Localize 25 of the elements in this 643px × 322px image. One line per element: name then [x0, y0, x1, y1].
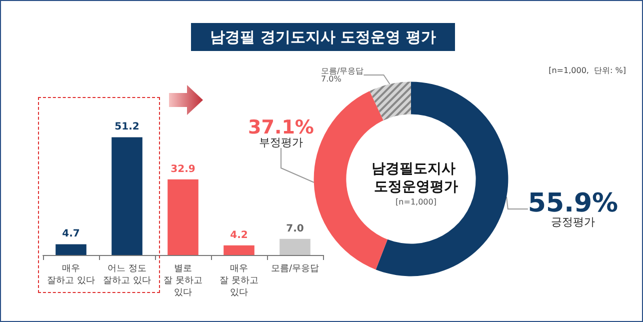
data-label: 4.7 [62, 228, 80, 240]
x-tick-label: 어느 정도 잘하고 있다 [103, 264, 151, 286]
x-tick-label: 매우 잘 못하고 있다 [220, 264, 258, 298]
slice-label: 긍정평가 [551, 216, 595, 228]
text: [n=1,000, 단위: %] [548, 65, 626, 76]
x-tick-label: 모름/무응답 [270, 264, 320, 274]
x-tick-label: 별로 잘 못하고 있다 [164, 264, 202, 298]
chart-title: 남경필 경기도지사 도정운영 평가 [191, 23, 455, 51]
bar [56, 244, 86, 255]
text: [n=1,000] [396, 198, 436, 206]
data-label: 7.0 [286, 223, 304, 234]
bar [280, 238, 310, 255]
data-label: 55.9% [528, 188, 618, 218]
bar [112, 137, 142, 255]
data-label: 32.9 [170, 164, 196, 175]
slice-label: 모름/무응답 [321, 66, 364, 76]
data-label: 7.0% [321, 74, 342, 84]
bar [168, 179, 198, 255]
slice-label: 부정평가 [259, 136, 303, 149]
bar [224, 245, 254, 255]
data-label: 4.2 [230, 230, 248, 241]
data-label: 37.1% [248, 116, 314, 138]
x-tick-label: 매우 잘하고 있다 [47, 264, 95, 286]
data-label: 51.2 [114, 122, 140, 133]
text: 남경필도지사 도정운영평가 [372, 161, 460, 195]
